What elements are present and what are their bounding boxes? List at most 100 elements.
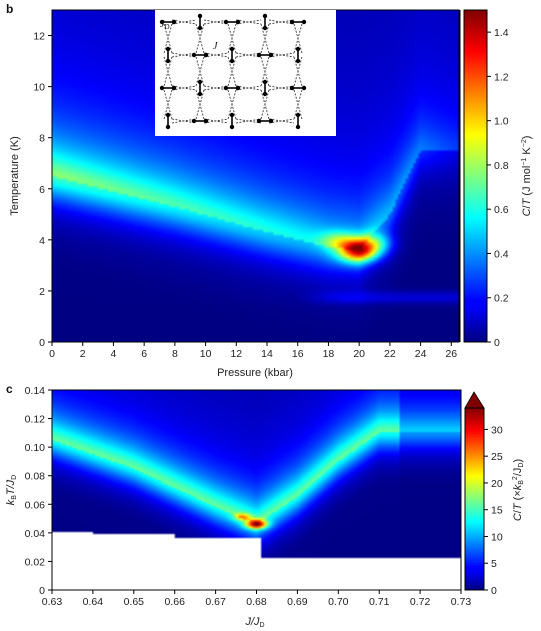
panel-b-xlabel: Pressure (kbar) (217, 367, 293, 379)
panel-b-xtick-label: 26 (445, 348, 457, 360)
panel-b-xtick-label: 12 (230, 348, 242, 360)
panel-b-colorbar-tick-label: 0.6 (494, 204, 509, 216)
panel-b-xtick-label: 2 (80, 348, 86, 360)
lattice-site (235, 19, 241, 25)
lattice-site (159, 19, 165, 25)
panel-c-xtick-label: 0.66 (164, 596, 185, 608)
panel-c-colorbar-tick-label: 0 (491, 585, 497, 597)
lattice-site (262, 91, 268, 97)
lattice-site (159, 85, 165, 91)
lattice-site (268, 118, 274, 124)
lattice-j-bond (195, 56, 205, 87)
panel-b-colorbar-tick-label: 1.2 (494, 71, 509, 83)
panel-c-ytick-label: 0.02 (25, 556, 46, 568)
panel-c-xtick-label: 0.71 (369, 596, 390, 608)
panel-c-xtick-label: 0.64 (83, 596, 104, 608)
lattice-j-bond (203, 52, 229, 58)
lattice-site (191, 52, 197, 58)
panel-c-ytick-label: 0.12 (25, 414, 46, 426)
lattice-site (223, 19, 229, 25)
lattice-site (295, 124, 301, 130)
lattice-j-bond (260, 89, 270, 120)
panel-b-ylabel: Temperature (K) (9, 136, 21, 215)
lattice-site (203, 118, 209, 124)
inset-label-jd: JD (160, 19, 170, 31)
lattice-j-bond (163, 89, 173, 120)
lattice-j-bond (293, 89, 303, 120)
panel-c-ylabel: kBT/JD (5, 475, 18, 506)
lattice-j-bond (171, 52, 197, 58)
lattice-site (197, 13, 203, 19)
lattice-j-bond (203, 118, 229, 124)
lattice-site (191, 118, 197, 124)
panel-b-ytick-label: 12 (33, 31, 45, 43)
panel-c-colorbar (464, 407, 485, 591)
panel-b-xtick-label: 14 (261, 348, 273, 360)
panel-b-ytick-label: 8 (39, 133, 45, 145)
lattice-j-bond (293, 23, 303, 54)
lattice-j-bond (268, 52, 295, 58)
panel-b-ytick-label: 4 (39, 235, 45, 247)
lattice-site (171, 19, 177, 25)
lattice-site (229, 112, 235, 118)
lattice-j-bond (268, 52, 295, 58)
panel-c-xlabel: J/JD (244, 616, 264, 629)
panel-c-xtick-label: 0.67 (205, 596, 226, 608)
panel-c-xtick-label: 0.65 (124, 596, 145, 608)
lattice-site (165, 124, 171, 130)
panel-c-colorbar-tick-label: 30 (491, 424, 503, 436)
panel-c-ytick-label: 0.08 (25, 471, 46, 483)
panel-c-colorbar-tick-label: 25 (491, 451, 503, 463)
lattice-j-bond (268, 85, 295, 91)
panel-b-xtick-label: 0 (49, 348, 55, 360)
lattice-j-bond (163, 23, 173, 54)
panel-b-xtick-label: 22 (384, 348, 396, 360)
panel-c-colorbar-tick-label: 15 (491, 505, 503, 517)
lattice-j-bond (235, 85, 262, 91)
lattice-j-bond (195, 23, 205, 54)
lattice-j-bond (268, 19, 295, 25)
panel-c-ytick-label: 0.10 (25, 442, 46, 454)
lattice-site (197, 79, 203, 85)
panel-c-colorbar-tick-label: 20 (491, 478, 503, 490)
lattice-j-bond (235, 19, 262, 25)
panel-c-ytick-label: 0.14 (25, 385, 46, 397)
panel-c-ytick-label: 0 (39, 585, 45, 597)
panel-b-ytick-label: 0 (39, 337, 45, 349)
lattice-inset-background (155, 10, 336, 136)
panel-b-colorbar-tick-label: 1.4 (494, 27, 509, 39)
lattice-j-bond (235, 118, 262, 124)
lattice-site (197, 91, 203, 97)
panel-c-label: c (6, 382, 13, 396)
panel-c-heatmap-image (52, 390, 461, 590)
lattice-site (171, 85, 177, 91)
panel-b-xtick-label: 18 (323, 348, 335, 360)
panel-c-ytick-label: 0.06 (25, 499, 46, 511)
lattice-site (301, 19, 307, 25)
lattice-j-bond (260, 23, 270, 54)
lattice-j-bond (235, 85, 262, 91)
lattice-j-bond (195, 89, 205, 120)
panel-c-axes: 0.63 0.64 0.65 0.66 0.67 0.68 0.69 0.70 0.71 0.72… (25, 385, 472, 608)
panel-b-ytick-label: 2 (39, 286, 45, 298)
panel-b-xtick-label: 8 (172, 348, 178, 360)
panel-b-colorbar-tick-label: 0.4 (494, 248, 509, 260)
lattice-j-bond (203, 19, 229, 25)
panel-c-colorbar-label: C/T (×kB2/JD) (512, 459, 525, 521)
lattice-site (235, 85, 241, 91)
lattice-diagram (159, 13, 307, 130)
panel-b-colorbar-tick-label: 0.2 (494, 293, 509, 305)
lattice-site (165, 58, 171, 64)
panel-c-colorbar-tick-label: 5 (491, 558, 497, 570)
lattice-site (197, 25, 203, 31)
panel-b-xtick-label: 4 (111, 348, 117, 360)
panel-c-xtick-label: 0.73 (451, 596, 472, 608)
lattice-site (203, 52, 209, 58)
lattice-site (295, 58, 301, 64)
panel-b-colorbar (463, 9, 488, 343)
panel-c-xtick-label: 0.68 (246, 596, 267, 608)
lattice-j-bond (268, 118, 295, 124)
panel-b-xtick-label: 16 (292, 348, 304, 360)
lattice-j-bond (260, 56, 270, 87)
